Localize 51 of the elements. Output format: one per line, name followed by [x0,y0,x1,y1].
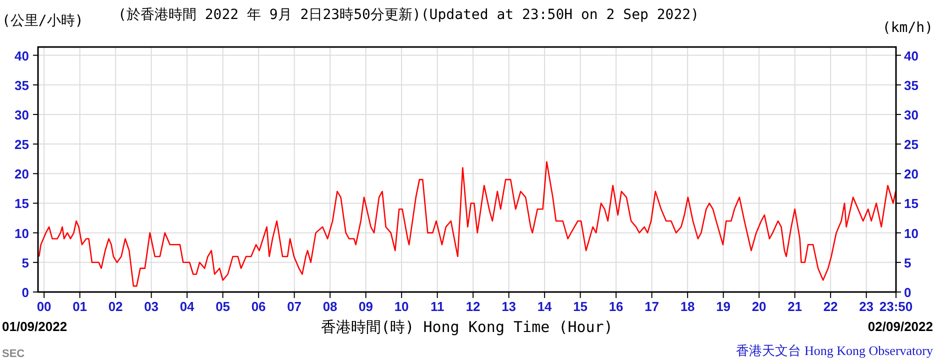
x-tick-label: 18 [680,299,695,314]
y-tick-label: 20 [14,166,29,182]
y2-tick-label: 5 [904,255,912,270]
x-tick-label: 10 [394,299,409,314]
text: 香港天文台 Hong Kong Observatory [736,343,934,358]
text: 01/09/2022 [2,319,68,334]
y-tick-label: 10 [14,226,29,241]
y2-axis-title: (km/h) [882,20,933,36]
x-tick-label: 16 [608,299,624,314]
y2-tick-label: 10 [904,226,918,241]
x-tick-label: 12 [466,299,480,314]
y2-tick-label: 40 [904,48,918,64]
x-tick-label: 02 [108,299,123,314]
y2-tick-label: 35 [904,78,918,93]
x-tick-label: 23:50 [879,299,913,314]
x-axis-title: 香港時間(時) Hong Kong Time (Hour) [321,318,613,336]
x-tick-label: 19 [716,299,731,314]
y-tick-label: 5 [22,255,29,270]
y-tick-label: 15 [14,196,29,212]
x-tick-label: 08 [322,299,338,314]
x-tick-label: 05 [216,299,230,314]
y2-tick-label: 0 [904,285,912,300]
y-tick-label: 40 [14,48,29,64]
x-tick-label: 13 [502,299,516,314]
x-tick-label: 15 [573,299,588,314]
x-tick-label: 11 [430,299,444,314]
x-tick-label: 00 [36,299,52,314]
y2-tick-label: 15 [904,196,918,212]
y-tick-label: 25 [14,137,29,152]
x-tick-label: 20 [752,299,766,314]
y-tick-label: 0 [22,285,29,300]
text: SEC [2,348,25,360]
x-tick-label: 14 [537,299,553,314]
x-tick-label: 06 [251,299,266,314]
x-tick-label: 01 [72,299,88,314]
x-tick-label: 22 [823,299,838,314]
text: 02/09/2022 [868,319,933,334]
x-tick-label: 21 [788,299,802,314]
y-axis-title: (公里/小時) [2,13,84,29]
chart-title: (於香港時間 2022 年 9月 2日23時50分更新)(Updated at 23:50H on 2 Sep 2022) [118,7,700,23]
x-tick-label: 04 [180,299,196,314]
y2-tick-label: 25 [904,137,918,152]
x-tick-label: 17 [644,299,660,314]
y2-tick-label: 20 [904,166,918,182]
x-tick-label: 03 [144,299,159,314]
y-tick-label: 35 [14,78,29,93]
y-tick-label: 30 [14,107,29,122]
x-tick-label: 23 [859,299,874,314]
x-tick-label: 07 [287,299,302,314]
y2-tick-label: 30 [904,107,918,122]
x-tick-label: 09 [358,299,374,314]
